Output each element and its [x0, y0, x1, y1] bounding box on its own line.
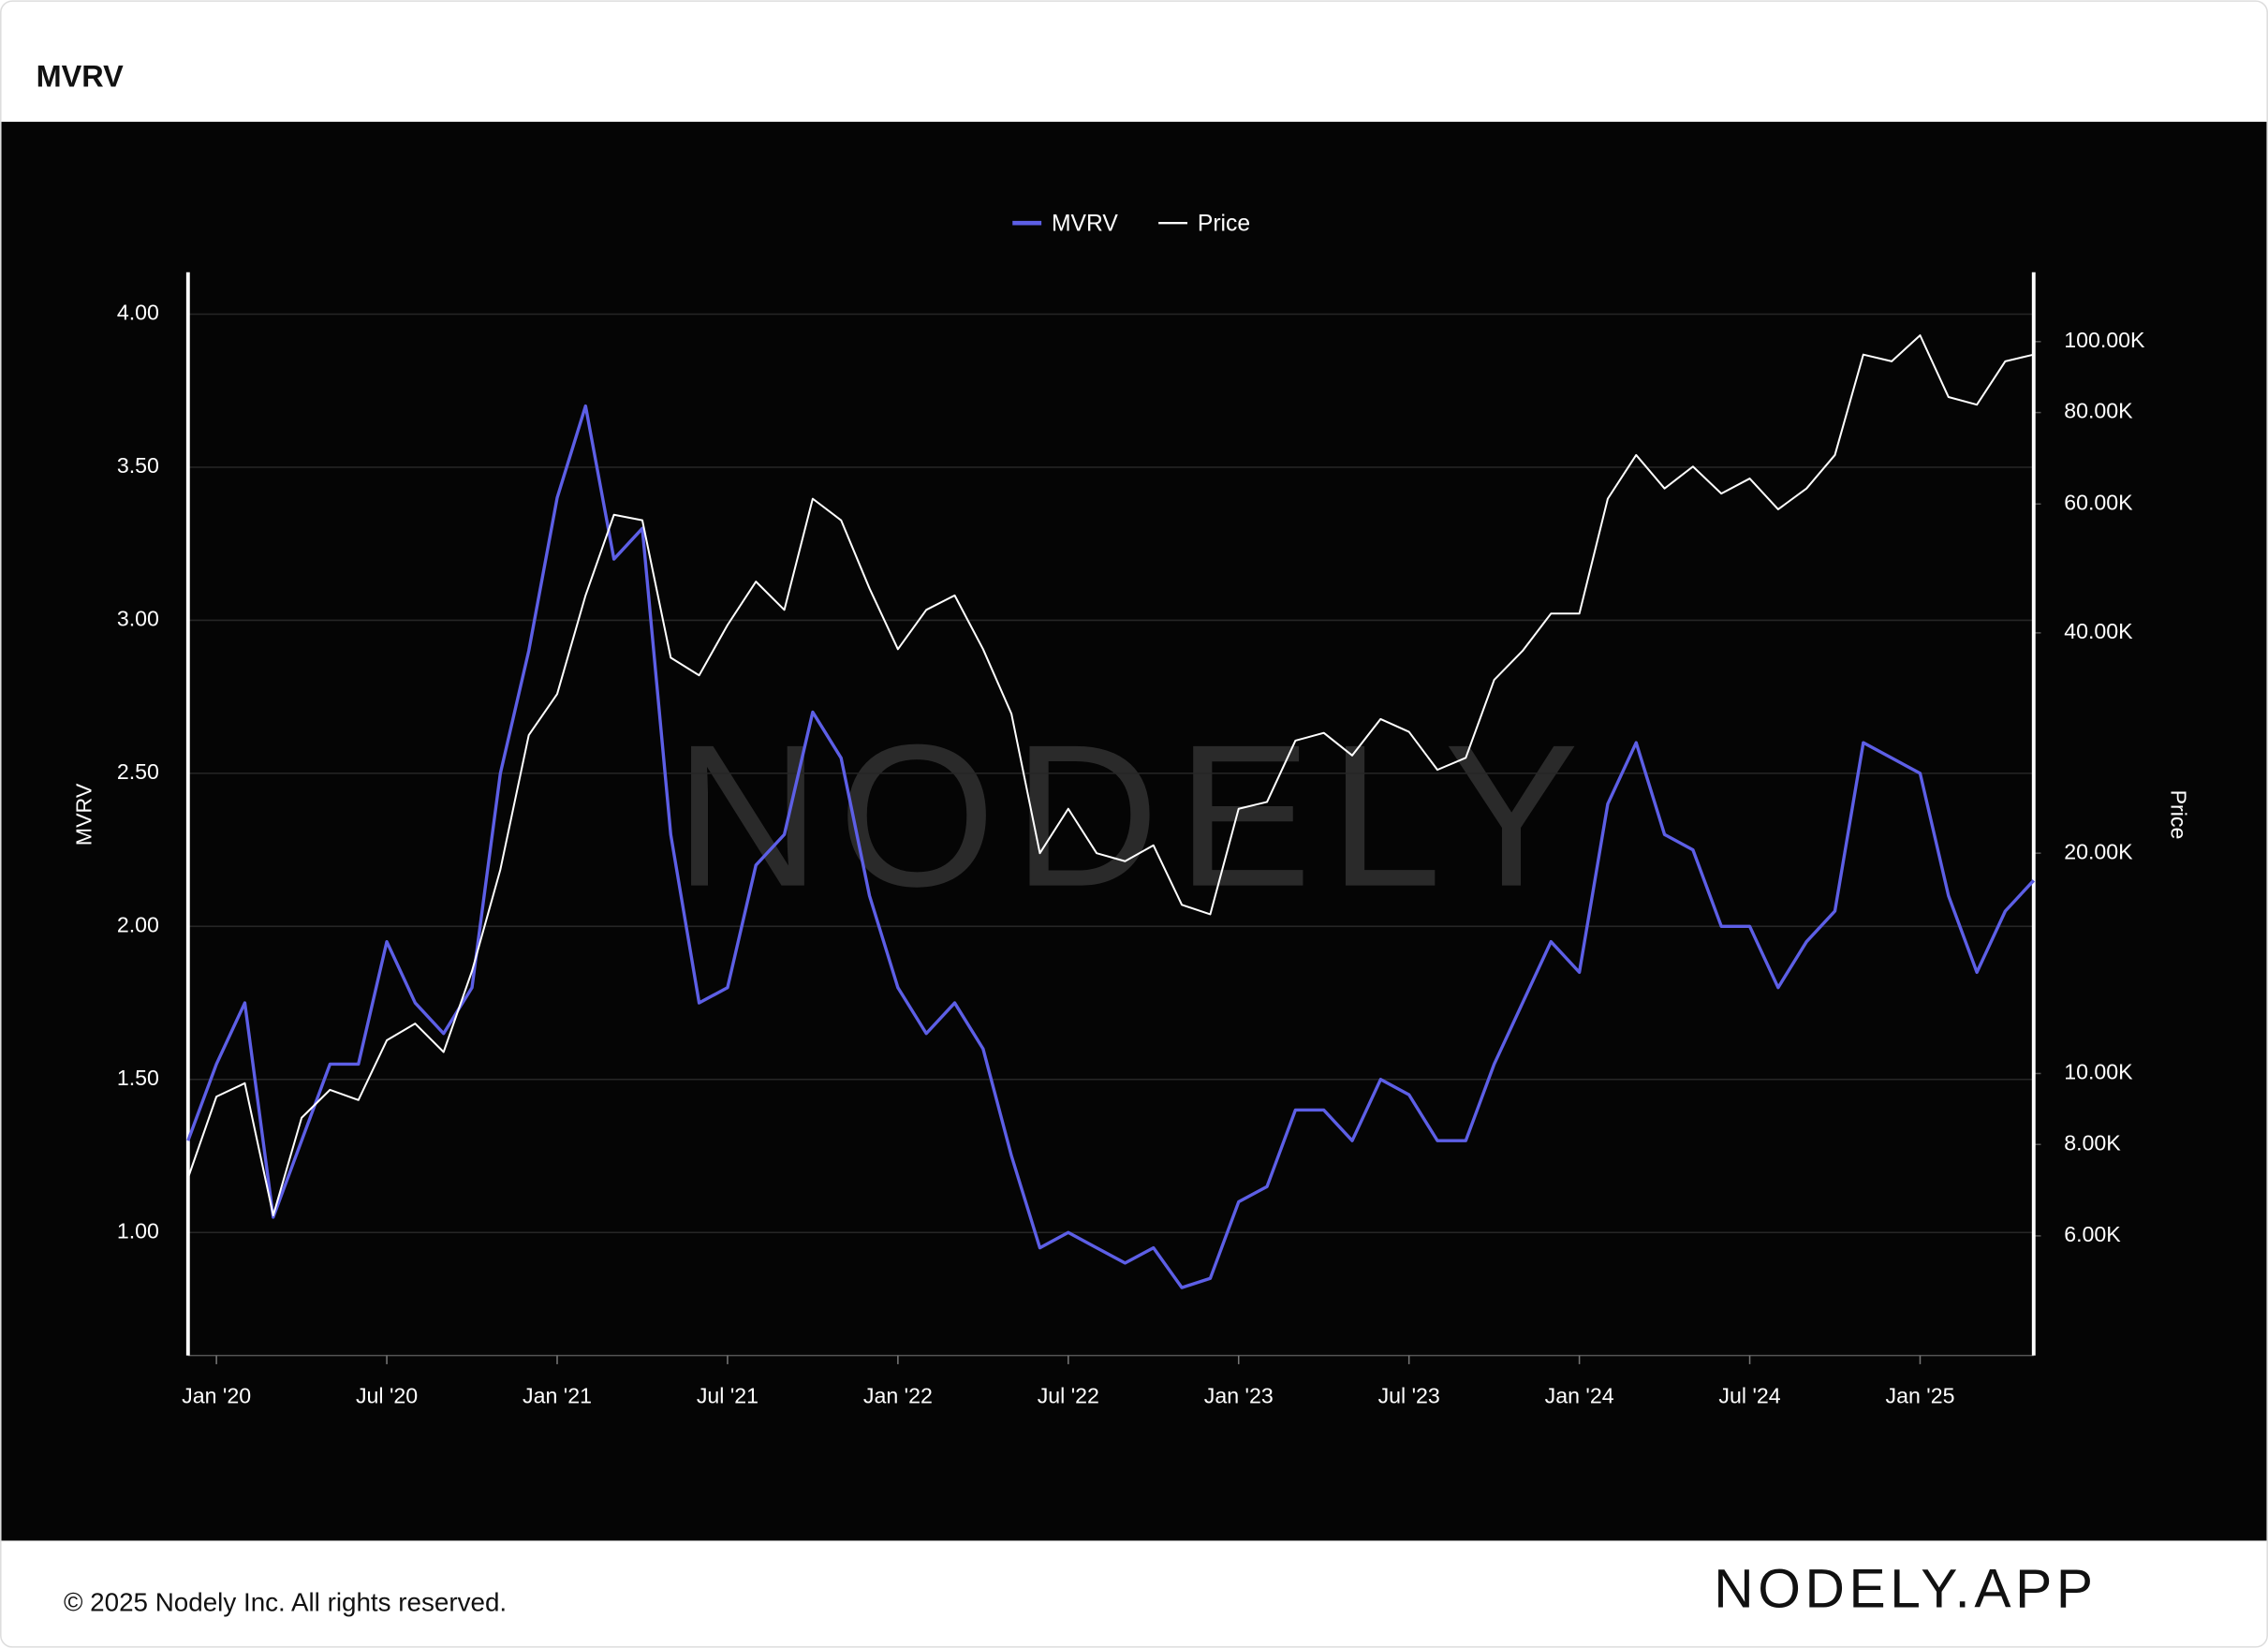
copyright: © 2025 Nodely Inc. All rights reserved.: [64, 1588, 507, 1617]
x-tick-label: Jan '22: [863, 1384, 933, 1408]
header-title: MVRV: [37, 59, 124, 93]
brand: NODELY.APP: [1714, 1558, 2098, 1619]
y2-tick-label: 60.00K: [2064, 490, 2133, 514]
x-tick-label: Jul '21: [697, 1384, 758, 1408]
y-axis-label: MVRV: [71, 783, 96, 846]
y-tick-label: 2.50: [117, 759, 159, 784]
y2-tick-label: 40.00K: [2064, 619, 2133, 643]
x-tick-label: Jan '24: [1545, 1384, 1614, 1408]
y2-tick-label: 10.00K: [2064, 1060, 2133, 1084]
watermark: NODELY: [674, 702, 1596, 929]
x-tick-label: Jan '20: [182, 1384, 251, 1408]
series-line: [186, 404, 2036, 1289]
y2-tick-label: 20.00K: [2064, 839, 2133, 863]
legend-label: Price: [1198, 211, 1250, 236]
y2-tick-label: 8.00K: [2064, 1130, 2121, 1155]
y2-axis-label: Price: [2167, 790, 2191, 840]
y-tick-label: 3.00: [117, 607, 159, 631]
x-tick-label: Jan '23: [1204, 1384, 1274, 1408]
x-tick-label: Jan '25: [1886, 1384, 1955, 1408]
y2-tick-label: 80.00K: [2064, 399, 2133, 423]
x-tick-label: Jul '22: [1038, 1384, 1099, 1408]
y-tick-label: 1.00: [117, 1218, 159, 1243]
y-tick-label: 3.50: [117, 453, 159, 478]
x-tick-label: Jul '23: [1378, 1384, 1440, 1408]
series-line: [186, 334, 2034, 1216]
x-tick-label: Jul '24: [1718, 1384, 1780, 1408]
x-tick-label: Jul '20: [356, 1384, 418, 1408]
y-tick-label: 1.50: [117, 1066, 159, 1090]
x-tick-label: Jan '21: [523, 1384, 592, 1408]
y2-tick-label: 6.00K: [2064, 1222, 2121, 1246]
chart-area: [1, 122, 2267, 1541]
y-tick-label: 4.00: [117, 301, 159, 325]
y-tick-label: 2.00: [117, 912, 159, 936]
y2-tick-label: 100.00K: [2064, 328, 2145, 352]
legend-label: MVRV: [1052, 211, 1118, 236]
